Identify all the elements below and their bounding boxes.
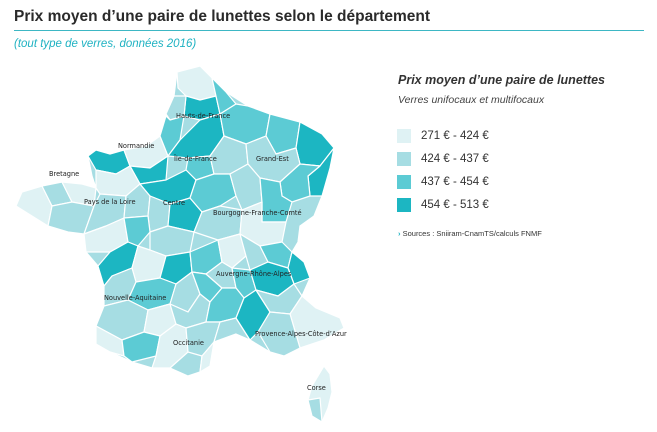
region-label-auvergne: Auvergne-Rhône-Alpes <box>216 270 292 278</box>
legend-swatch <box>397 174 411 189</box>
dept-region <box>123 215 151 247</box>
dept-region <box>199 341 215 373</box>
region-label-paca: Provence-Alpes-Côte-d’Azur <box>255 330 347 338</box>
dept-region <box>189 173 237 213</box>
dept-region <box>217 233 247 269</box>
region-label-grand-est: Grand-Est <box>256 155 289 163</box>
legend-item: 454 € - 513 € <box>397 193 489 216</box>
region-label-pays-de-la-loire: Pays de la Loire <box>84 198 136 206</box>
map-subtitle: (tout type de verres, données 2016) <box>14 38 197 50</box>
legend-label: 271 € - 424 € <box>421 129 489 142</box>
source-arrow-icon: › <box>398 229 401 238</box>
legend-title: Prix moyen d’une paire de lunettes <box>398 73 606 87</box>
dept-region <box>307 397 323 423</box>
region-label-ile-de-france: Île-de-France <box>174 154 217 163</box>
legend-subtitle: Verres unifocaux et multifocaux <box>398 94 545 106</box>
legend-item: 437 € - 454 € <box>397 170 489 193</box>
dept-region <box>95 325 125 357</box>
region-label-centre: Centre <box>163 199 185 207</box>
title-rule <box>14 30 644 31</box>
region-label-bretagne: Bretagne <box>49 170 79 178</box>
legend-swatch <box>397 128 411 143</box>
dept-region <box>287 251 311 285</box>
legend: 271 € - 424 € 424 € - 437 € 437 € - 454 … <box>397 124 489 216</box>
region-label-nouvelle-aquitaine: Nouvelle-Aquitaine <box>104 294 166 302</box>
dept-region <box>149 225 195 257</box>
map-title: Prix moyen d’une paire de lunettes selon… <box>14 8 431 25</box>
legend-item: 424 € - 437 € <box>397 147 489 170</box>
region-label-normandie: Normandie <box>118 142 154 150</box>
dept-region <box>61 181 97 207</box>
legend-item: 271 € - 424 € <box>397 124 489 147</box>
legend-swatch <box>397 197 411 212</box>
dept-region <box>213 317 251 343</box>
source-note: › Sources : Sniiram-CnamTS/calculs FNMF <box>398 229 542 238</box>
legend-label: 437 € - 454 € <box>421 175 489 188</box>
legend-swatch <box>397 151 411 166</box>
legend-label: 454 € - 513 € <box>421 198 489 211</box>
region-label-hauts-de-france: Hauts-de-France <box>176 112 230 120</box>
dept-region <box>257 311 301 357</box>
region-label-corse: Corse <box>307 384 326 392</box>
source-text: Sources : Sniiram-CnamTS/calculs FNMF <box>402 229 542 238</box>
legend-label: 424 € - 437 € <box>421 152 489 165</box>
region-label-occitanie: Occitanie <box>173 339 204 347</box>
france-department-map: Hauts-de-France Normandie Île-de-France … <box>15 65 347 423</box>
dept-region <box>151 323 189 369</box>
region-label-bourgogne: Bourgogne-Franche-Comté <box>213 209 302 217</box>
